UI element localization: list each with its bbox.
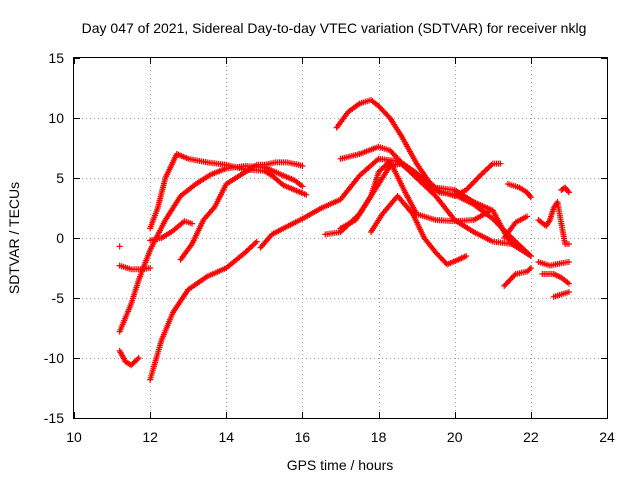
series-track-11 <box>337 158 492 232</box>
y-axis-label: SDTVAR / TECUs <box>6 182 22 294</box>
data-point <box>253 238 260 245</box>
data-point <box>526 193 533 199</box>
y-tick-label: -10 <box>44 350 64 366</box>
data-point <box>524 213 531 220</box>
y-tick-label: 10 <box>48 110 64 126</box>
data-point <box>465 184 472 191</box>
x-axis-label: GPS time / hours <box>287 457 394 473</box>
data-point <box>511 272 518 279</box>
series-track-20 <box>539 271 572 287</box>
data-point <box>526 266 533 273</box>
series-track-14 <box>367 193 470 268</box>
data-point <box>497 224 504 231</box>
series-track-18 <box>535 199 572 247</box>
data-point <box>147 265 154 271</box>
series-track-5 <box>147 151 310 232</box>
x-tick-label: 10 <box>66 429 82 445</box>
data-point <box>471 178 478 185</box>
data-point <box>299 183 306 190</box>
data-point <box>299 163 306 169</box>
data-point <box>565 241 572 247</box>
y-tick-label: 0 <box>56 230 64 246</box>
data-point <box>134 356 141 363</box>
x-tick-label: 16 <box>295 429 311 445</box>
series-track-13 <box>337 143 504 199</box>
data-point <box>565 289 572 295</box>
data-point <box>565 259 572 265</box>
x-tick-label: 22 <box>523 429 539 445</box>
x-tick-label: 12 <box>142 429 158 445</box>
data-point <box>495 221 502 228</box>
y-tick-label: -15 <box>44 410 64 426</box>
y-tick-label: 15 <box>48 50 64 66</box>
data-point <box>499 225 506 232</box>
data-point <box>476 172 483 179</box>
chart-title: Day 047 of 2021, Sidereal Day-to-day VTE… <box>82 20 587 36</box>
series-track-6 <box>147 218 196 244</box>
x-tick-labels: 10 12 14 16 18 20 22 24 <box>66 429 615 445</box>
data-point <box>507 233 514 240</box>
data-point <box>472 177 479 184</box>
data-point <box>467 182 474 189</box>
y-tick-label: 5 <box>56 170 64 186</box>
y-tick-labels: -15 -10 -5 0 5 10 15 <box>44 50 64 426</box>
series-track-1 <box>116 243 123 250</box>
series-track-19 <box>535 259 572 269</box>
series-track-17 <box>505 181 534 201</box>
x-tick-label: 18 <box>371 429 387 445</box>
x-tick-label: 20 <box>447 429 463 445</box>
data-point <box>564 188 571 195</box>
series-track-16 <box>501 213 531 241</box>
plot-frame <box>73 57 608 419</box>
data-point <box>303 191 310 198</box>
x-tick-label: 14 <box>218 429 234 445</box>
data-point <box>565 189 572 196</box>
data-point <box>489 215 496 222</box>
data-point <box>527 194 534 201</box>
data-point <box>189 220 196 227</box>
series-track-3 <box>116 347 142 369</box>
data-point <box>135 355 142 361</box>
data-point <box>565 280 572 287</box>
data-point <box>474 175 481 182</box>
data-point <box>116 243 123 250</box>
data-points <box>116 97 572 383</box>
data-point <box>468 181 475 188</box>
data-point <box>527 265 534 271</box>
series-track-4 <box>116 163 306 335</box>
y-tick-label: -5 <box>52 290 65 306</box>
data-point <box>527 253 534 259</box>
data-point <box>496 222 503 229</box>
data-point <box>470 179 477 186</box>
data-point <box>500 226 507 233</box>
series-track-21 <box>550 289 572 300</box>
series-track-22 <box>558 184 572 196</box>
series-track-15 <box>501 265 534 289</box>
data-point <box>475 174 482 181</box>
series-track-8 <box>177 159 306 263</box>
data-point <box>491 217 498 224</box>
grid <box>74 58 607 418</box>
series-track-7 <box>147 238 260 383</box>
data-point <box>463 253 470 259</box>
data-point <box>497 160 504 167</box>
data-point <box>493 219 500 226</box>
data-point <box>492 218 499 225</box>
data-point <box>526 251 533 258</box>
x-tick-label: 24 <box>599 429 615 445</box>
